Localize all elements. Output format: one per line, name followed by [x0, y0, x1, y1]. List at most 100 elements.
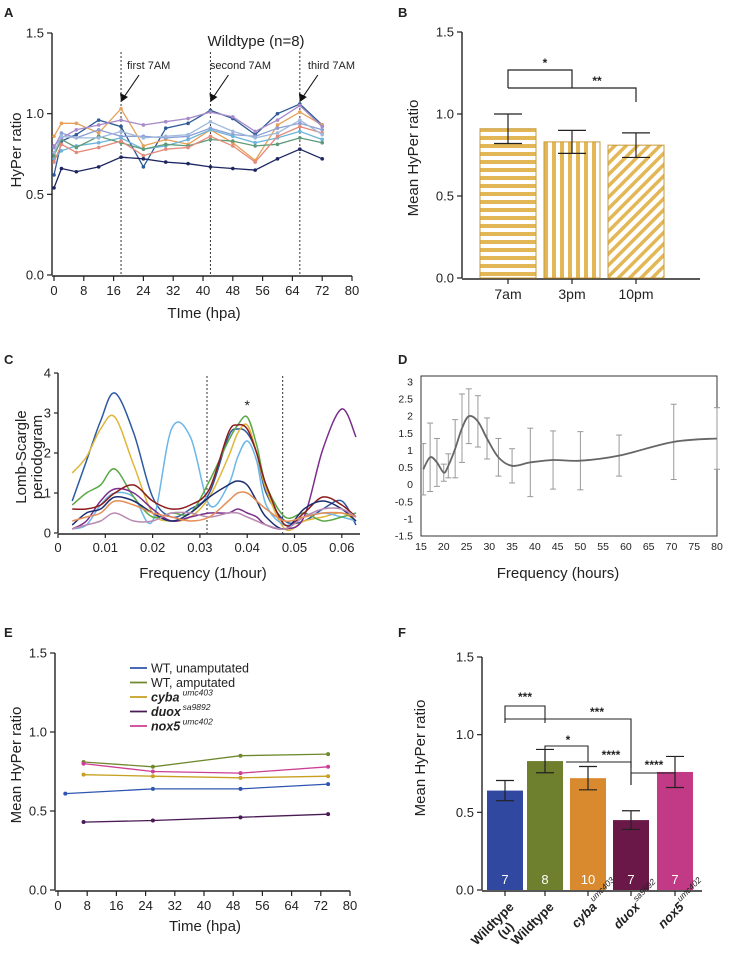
panel-a-x-tick-label: 64 [285, 283, 299, 298]
panel-d: D Frequency (hours) -1.5 -1 -0.5 0 0.5 1 1.5 2 2… [395, 352, 723, 582]
panel-e-point [238, 775, 243, 780]
panel-e-point [150, 774, 155, 779]
panel-b-bar [607, 144, 665, 279]
panel-a-point [231, 129, 235, 134]
panel-c-x-tick-label: 0.04 [235, 540, 260, 555]
panel-e-legend-label: cyba [151, 691, 180, 705]
panel-e-x-tick-label: 80 [343, 898, 357, 913]
panel-e-legend-label: duox [151, 705, 182, 719]
panel-a-arrowhead [120, 93, 129, 102]
panel-d-x-tick-label: 35 [506, 541, 518, 553]
panel-a-point [141, 147, 146, 151]
panel-a-point [231, 144, 235, 148]
panel-a-point [119, 155, 123, 160]
panel-d-label: D [398, 352, 407, 367]
panel-a-annotation: third 7AM [308, 60, 355, 72]
panel-a-point [275, 126, 280, 130]
panel-a-point [59, 131, 64, 135]
panel-e-x-tick-label: 40 [197, 898, 211, 913]
panel-a-point [163, 126, 168, 130]
panel-f-ylabel: Mean HyPer ratio [412, 700, 429, 817]
panel-a-point [253, 140, 257, 145]
panel-a-series-line [53, 135, 323, 156]
panel-a-point [52, 186, 56, 190]
panel-e-point [238, 771, 243, 776]
panel-e-legend-superscript: sa9892 [183, 702, 211, 712]
panel-f-category-label: cyba [568, 899, 600, 931]
panel-e-point [81, 761, 86, 766]
panel-a-point [119, 124, 123, 129]
panel-a-annotation-arrow [123, 74, 140, 98]
panel-c-ylabel-1: Lomb-Scargle [13, 410, 30, 503]
panel-e-legend-superscript: umc403 [183, 688, 214, 698]
panel-e-point [238, 815, 243, 820]
panel-d-x-tick-label: 20 [438, 541, 450, 553]
panel-e-x-tick-label: 16 [109, 898, 123, 913]
panel-a-point [231, 115, 235, 119]
panel-a-series-line [53, 122, 323, 148]
panel-a-label: A [4, 5, 14, 20]
panel-e-x-tick-label: 56 [255, 898, 269, 913]
panel-a-point [186, 121, 190, 126]
panel-f-sig-label: * [566, 733, 571, 747]
panel-a-point [231, 166, 235, 171]
panel-f-y-tick-label: 0.0 [456, 883, 474, 898]
panel-a-x-tick-label: 56 [255, 283, 269, 298]
panel-a-series-line [53, 125, 323, 163]
panel-a-arrowhead [209, 93, 218, 102]
panel-f-bar [487, 790, 523, 890]
panel-e-point [63, 791, 68, 796]
panel-a-x-tick-label: 48 [226, 283, 240, 298]
panel-a-point [186, 145, 190, 150]
panel-f-sig-bracket [630, 772, 676, 785]
panel-f-sig-label: **** [602, 748, 621, 762]
panel-a-point [59, 166, 64, 171]
panel-d-y-tick-label: 1 [407, 445, 413, 457]
panel-c: C Lomb-Scargle periodogram Frequency (1/… [4, 352, 360, 582]
panel-e-point [150, 818, 155, 823]
panel-a-point [186, 137, 190, 142]
panel-f-sig-bracket [504, 718, 632, 768]
panel-f-sig-bracket [544, 745, 589, 762]
panel-d-xlabel: Frequency (hours) [497, 565, 620, 582]
panel-a-series-line [53, 119, 323, 153]
panel-b-sig-label: * [543, 56, 548, 70]
panel-a-point [74, 121, 79, 126]
panel-a-point [74, 132, 79, 137]
panel-e-point [238, 786, 243, 791]
panel-d-x-tick-label: 55 [597, 541, 609, 553]
panel-e-point [150, 786, 155, 791]
panel-a-point [59, 142, 64, 147]
panel-a-point [141, 165, 146, 169]
panel-c-ylabel-2: periodogram [29, 415, 46, 499]
panel-c-series-line [71, 392, 357, 526]
panel-d-y-tick-label: 3 [407, 377, 413, 389]
panel-d-x-tick-label: 70 [666, 541, 678, 553]
panel-a-point [119, 129, 123, 134]
panel-e-series-line [65, 783, 329, 795]
panel-e-point [150, 769, 155, 774]
panel-a-point [96, 131, 101, 135]
panel-d-x-tick-label: 80 [711, 541, 723, 553]
panel-e-xlabel: Time (hpa) [169, 918, 241, 935]
panel-d-x-tick-label: 65 [643, 541, 655, 553]
panel-a-point [275, 111, 280, 116]
panel-a-point [253, 129, 257, 134]
panel-a-point [163, 119, 168, 124]
panel-a-point [208, 128, 213, 132]
panel-a-x-tick-label: 72 [315, 283, 329, 298]
panel-a-point [163, 134, 168, 139]
panel-a-point [141, 157, 146, 161]
panel-a-point [96, 128, 101, 132]
panel-a-point [253, 144, 257, 148]
panel-f-category-label: Wildtype [508, 899, 557, 948]
panel-a-point [208, 137, 213, 142]
panel-b-category-label: 7am [494, 286, 521, 302]
panel-a-point [74, 136, 79, 140]
panel-a-point [96, 145, 101, 150]
panel-a-point [320, 128, 325, 132]
panel-a-point [141, 123, 146, 127]
panel-a-x-tick-label: 16 [106, 283, 120, 298]
panel-a-point [74, 145, 79, 150]
panel-b-ylabel: Mean HyPer ratio [405, 100, 422, 217]
